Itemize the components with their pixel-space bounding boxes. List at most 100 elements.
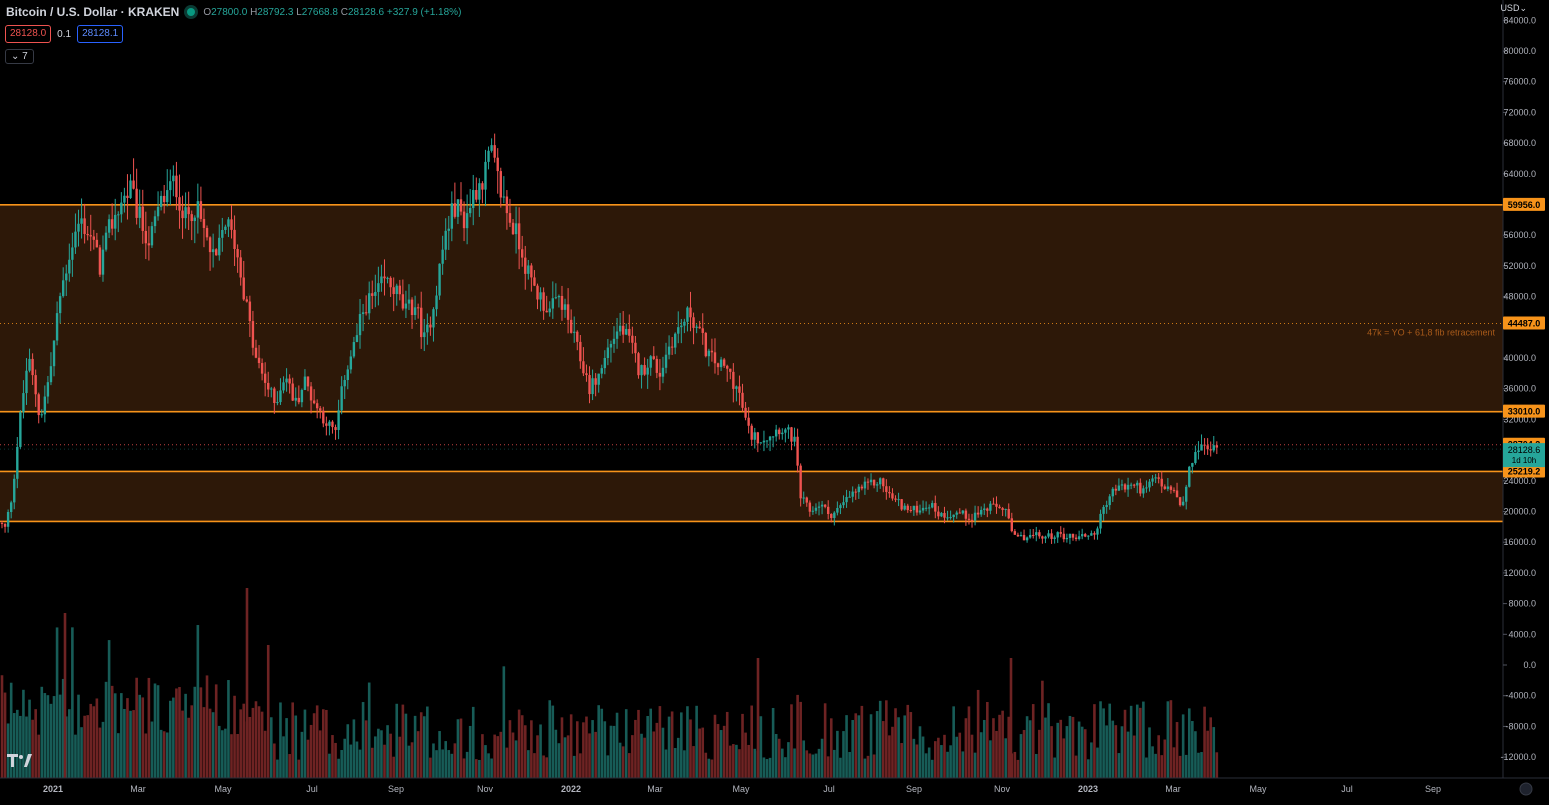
symbol-title[interactable]: Bitcoin / U.S. Dollar · KRAKEN: [6, 5, 180, 19]
volume-bar: [1169, 700, 1173, 778]
tradingview-logo-icon[interactable]: [7, 754, 33, 773]
volume-bar: [239, 709, 242, 778]
volume-bar: [523, 725, 527, 778]
volume-bar: [591, 720, 594, 778]
volume-bar: [438, 731, 441, 778]
candle-body: [25, 370, 28, 394]
volume-bar: [77, 694, 80, 778]
candle-body: [872, 479, 876, 486]
time-axis[interactable]: 2021 Mar May Jul Sep Nov 2022 Mar May Jul Sep Nov 20…: [0, 777, 1549, 796]
currency-selector[interactable]: USD⌄: [1500, 3, 1527, 14]
volume-bar: [202, 707, 206, 778]
candle-body: [667, 346, 671, 355]
candle-body: [349, 356, 353, 370]
price-axis[interactable]: 84000.0 80000.0 76000.0 72000.0 68000.0 64000…: [1500, 0, 1536, 778]
candle-body: [1126, 484, 1130, 490]
candle-body: [126, 195, 129, 198]
candle-body: [606, 347, 610, 358]
volume-bar: [248, 716, 252, 778]
time-tick-label: May: [1249, 784, 1267, 794]
candle-body: [508, 213, 512, 223]
volume-bar: [637, 709, 640, 778]
auto-scale-button[interactable]: [1519, 782, 1533, 796]
candle-body: [744, 407, 747, 418]
volume-bar: [395, 703, 399, 778]
candle-body: [285, 378, 288, 383]
volume-bar: [224, 728, 227, 778]
candle-body: [325, 423, 328, 426]
time-tick-label: May: [732, 784, 750, 794]
volume-bar: [61, 678, 65, 778]
candle-body: [585, 373, 588, 376]
volume-bar: [781, 748, 784, 778]
time-tick-label: Mar: [647, 784, 663, 794]
candle-body: [371, 293, 374, 296]
candle-body: [404, 303, 408, 309]
volume-bar: [496, 736, 500, 778]
volume-bar: [141, 697, 145, 778]
candle-body: [1157, 477, 1160, 479]
candle-body: [551, 298, 554, 309]
sell-button[interactable]: 28128.0: [5, 25, 52, 43]
volume-bar: [1031, 704, 1035, 778]
candle-body: [1013, 531, 1017, 535]
candle-body: [386, 277, 389, 279]
candle-body: [98, 247, 102, 275]
volume-bar: [900, 743, 903, 778]
market-status-icon[interactable]: [187, 8, 196, 16]
volume-bar: [269, 717, 273, 778]
volume-bar: [1108, 703, 1112, 778]
candle-body: [120, 202, 123, 215]
volume-bar: [542, 755, 545, 778]
candle-body: [1175, 490, 1179, 498]
candle-body: [1181, 501, 1185, 506]
volume-bar: [839, 757, 842, 778]
volume-bar: [787, 742, 790, 778]
volume-bar: [554, 729, 558, 778]
candle-body: [726, 365, 729, 369]
candlesticks: [0, 133, 1219, 545]
candle-body: [55, 313, 59, 341]
volume-bar: [325, 709, 328, 778]
volume-bar: [89, 703, 93, 778]
horizontal-levels[interactable]: 47k = YO + 61,8 fib retracement: [0, 204, 1503, 523]
candle-body: [989, 503, 992, 511]
candle-body: [46, 382, 50, 397]
volume-bar: [55, 627, 59, 778]
volume-bar: [799, 701, 802, 778]
price-tick-label: 12000.0: [1503, 568, 1536, 578]
candle-body: [903, 505, 906, 510]
candle-body: [1062, 533, 1066, 540]
candle-body: [805, 497, 808, 503]
volume-bar: [432, 743, 435, 778]
candle-body: [340, 386, 343, 411]
volume-bar: [1209, 717, 1212, 778]
volume-bar: [823, 703, 827, 778]
volume-bar: [374, 736, 377, 778]
candle-body: [1001, 508, 1004, 510]
volume-bar: [732, 744, 735, 778]
candle-body: [839, 505, 842, 509]
candle-body: [481, 183, 484, 190]
price-tick-label: -12000.0: [1500, 752, 1536, 762]
volume-bar: [860, 705, 864, 778]
indicators-toggle-button[interactable]: ⌄ 7: [5, 49, 34, 64]
candle-body: [374, 291, 377, 296]
candle-body: [1099, 513, 1102, 529]
buy-button[interactable]: 28128.1: [77, 25, 124, 43]
volume-bar: [600, 708, 604, 778]
candle-body: [438, 263, 441, 296]
candle-body: [493, 145, 496, 158]
price-tick-label: 36000.0: [1503, 384, 1536, 394]
candle-body: [591, 378, 594, 395]
volume-bar: [1028, 720, 1032, 778]
candle-body: [940, 513, 943, 517]
candle-body: [1010, 518, 1013, 532]
candle-body: [557, 295, 561, 298]
candle-body: [288, 378, 291, 384]
volume-bar: [695, 705, 698, 778]
candle-body: [600, 368, 603, 374]
candle-body: [1084, 534, 1087, 537]
